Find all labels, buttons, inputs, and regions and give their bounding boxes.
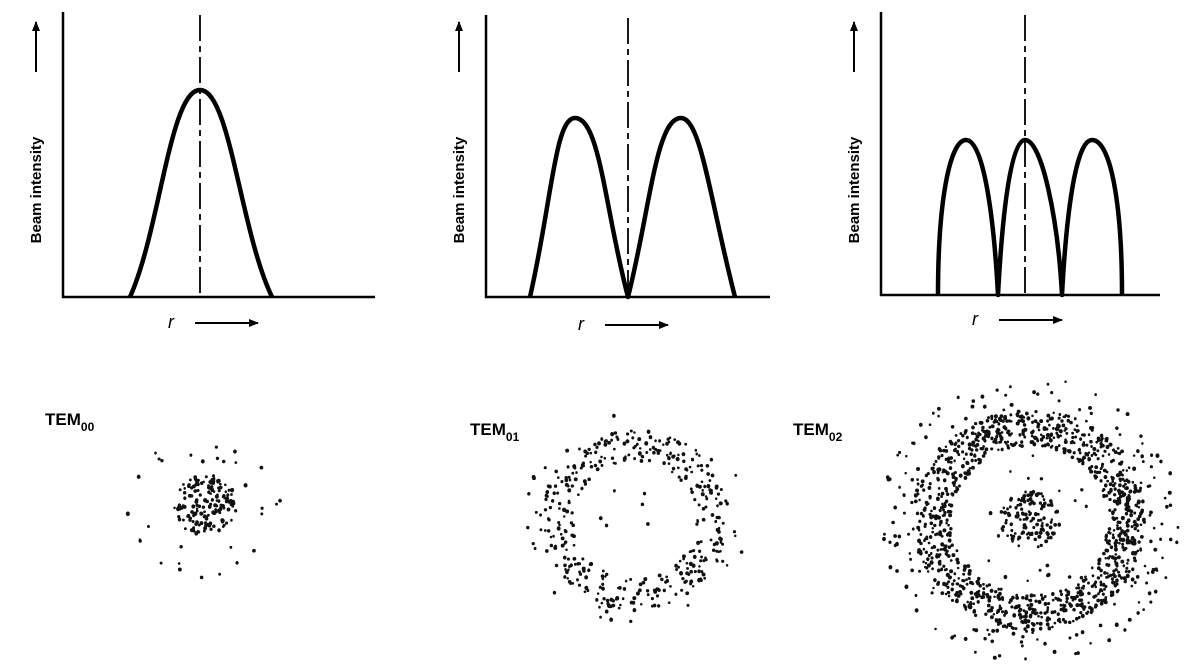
intensity-curve [527, 115, 738, 300]
mode-subscript: 01 [506, 430, 520, 444]
x-axis-label: r [578, 314, 585, 334]
mode-label: TEM02 [793, 420, 843, 444]
axes [879, 12, 1160, 297]
y-axis-label: Beam intensity [451, 136, 468, 243]
y-axis-label: Beam intensity [28, 136, 45, 243]
mode-name: TEM [793, 420, 829, 439]
panel: Beam intensity r TEM01 [451, 15, 770, 624]
beam-spot-pattern [125, 445, 282, 580]
mode-name: TEM [470, 420, 506, 439]
mode-subscript: 00 [81, 420, 95, 434]
panel: Beam intensity r TEM02 [793, 12, 1180, 661]
beam-spot-pattern [882, 380, 1180, 661]
mode-name: TEM [45, 410, 81, 429]
intensity-curve [127, 87, 275, 298]
x-axis-label: r [972, 309, 979, 329]
panel: Beam intensity r TEM00 [28, 12, 375, 580]
axes [484, 15, 770, 299]
mode-label: TEM00 [45, 410, 95, 434]
intensity-curve [935, 137, 1125, 298]
y-axis-label: Beam intensity [846, 136, 863, 243]
x-axis-label: r [168, 312, 175, 332]
beam-spot-pattern [526, 413, 744, 624]
mode-label: TEM01 [470, 420, 520, 444]
axes [61, 12, 375, 299]
mode-subscript: 02 [829, 430, 843, 444]
